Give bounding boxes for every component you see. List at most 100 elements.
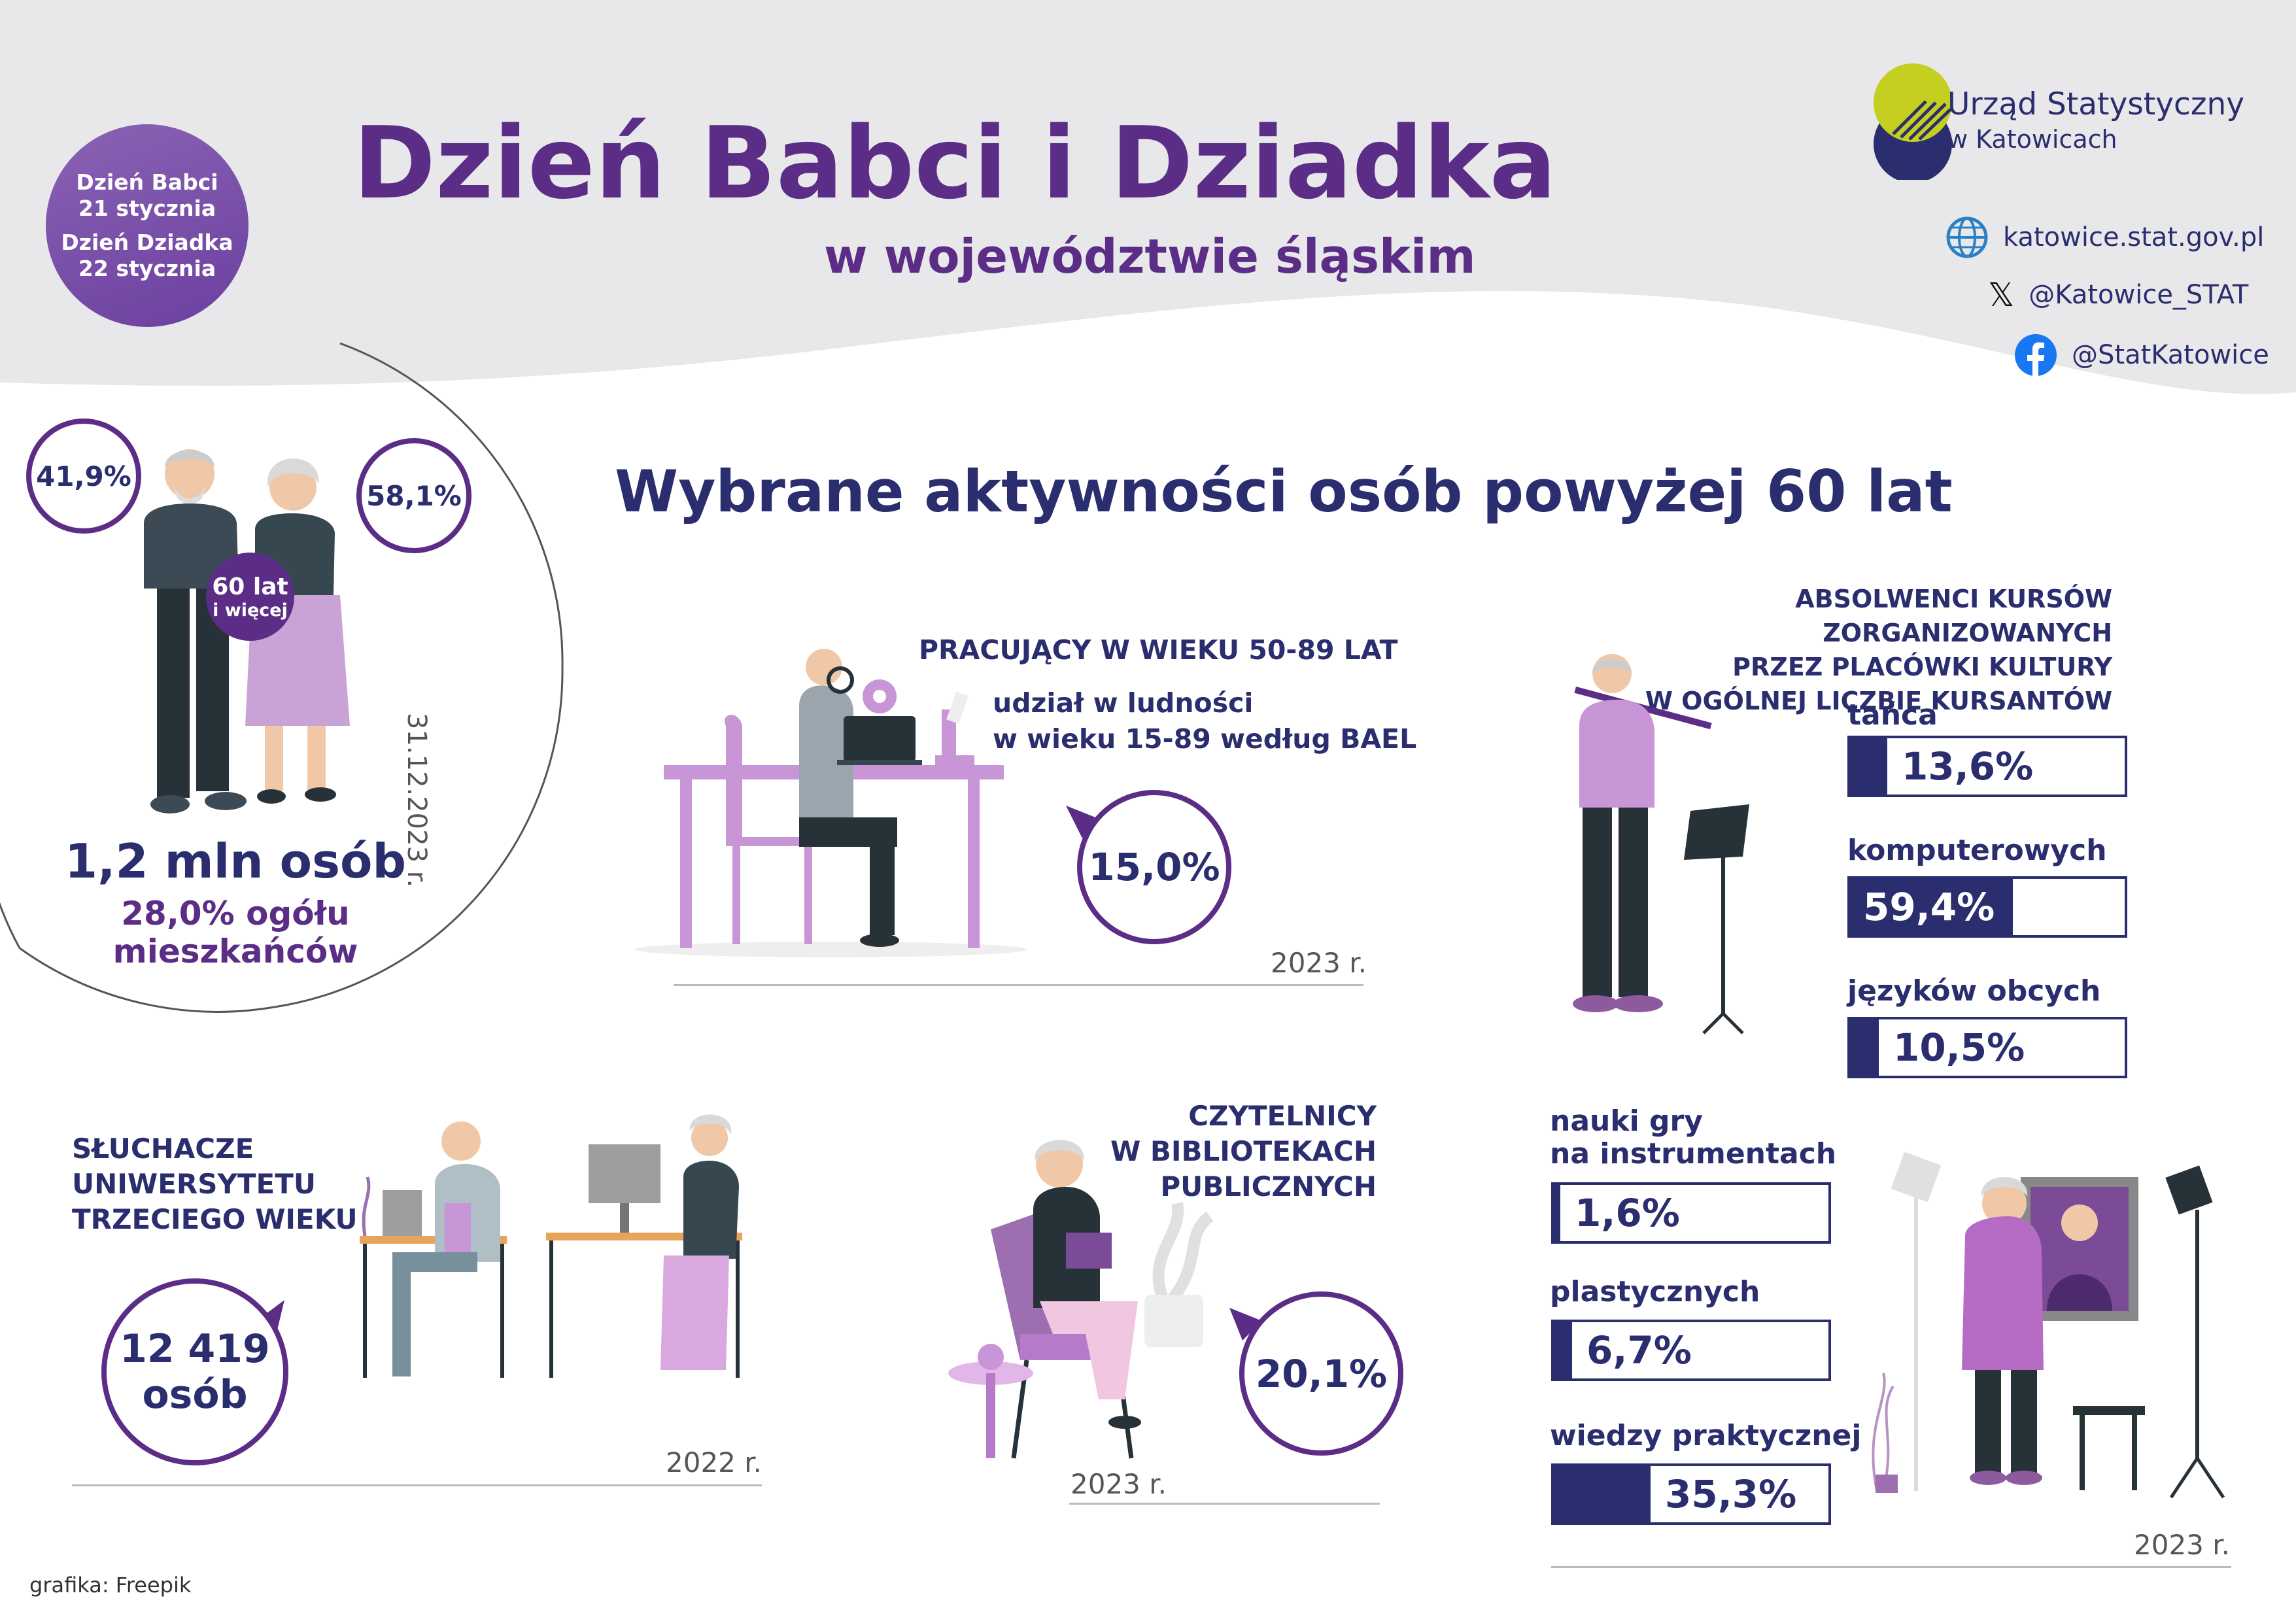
working-value: 15,0% <box>1088 845 1220 889</box>
senior-couple-illustration <box>144 449 350 813</box>
working-year: 2023 r. <box>1271 947 1367 979</box>
course-bar-fill <box>1554 1185 1560 1241</box>
working-senior-illustration <box>634 649 1027 957</box>
globe-icon <box>1946 216 1988 258</box>
readers-year: 2023 r. <box>1071 1468 1167 1500</box>
course-bar-practical: 35,3% <box>1551 1463 1831 1525</box>
university-year: 2022 r. <box>666 1446 762 1478</box>
course-bar-arts: 6,7% <box>1551 1320 1831 1381</box>
org-logo <box>1854 62 1972 183</box>
course-bar-computer: 59,4% <box>1847 876 2127 938</box>
readers-divider <box>1069 1503 1380 1505</box>
courses-divider <box>1551 1566 2231 1568</box>
university-bubble-tail <box>258 1300 284 1333</box>
org-name: Urząd Statystyczny w Katowicach <box>1947 85 2244 154</box>
population-share: 28,0% ogółu mieszkańców <box>39 895 432 970</box>
course-label-instruments-line-2: na instrumentach <box>1550 1137 1837 1170</box>
course-label-instruments: nauki gry na instrumentach <box>1550 1105 1836 1170</box>
courses-title-line-1: ABSOLWENCI KURSÓW ZORGANIZOWANYCH <box>1795 585 2112 647</box>
population-share-line-2: mieszkańców <box>112 932 358 970</box>
org-name-line-1: Urząd Statystyczny <box>1947 86 2245 122</box>
working-bubble-tail <box>1066 806 1099 838</box>
readers-title-line-2: W BIBLIOTEKACH <box>1110 1135 1377 1167</box>
women-share-bubble: 58,1% <box>356 438 471 553</box>
working-description-line-1: udział w ludności <box>993 687 1254 719</box>
course-value-arts: 6,7% <box>1586 1328 1692 1373</box>
course-value-instruments: 1,6% <box>1575 1191 1680 1235</box>
readers-value: 20,1% <box>1255 1351 1388 1396</box>
website-link[interactable]: katowice.stat.gov.pl <box>1945 216 2264 259</box>
men-share-bubble: 41,9% <box>26 419 141 534</box>
working-value-bubble: 15,0% <box>1077 790 1231 944</box>
courses-title: ABSOLWENCI KURSÓW ZORGANIZOWANYCH PRZEZ … <box>1504 582 2112 718</box>
population-circle-outline <box>0 342 564 1013</box>
population-share-line-1: 28,0% ogółu <box>121 895 350 932</box>
course-bar-fill <box>1554 1466 1651 1522</box>
course-bar-fill <box>1850 879 2013 935</box>
website-text: katowice.stat.gov.pl <box>2003 222 2265 252</box>
org-name-line-2: w Katowicach <box>1947 125 2117 154</box>
logo-icon <box>1874 63 1952 183</box>
badge-line-4: 22 stycznia <box>78 256 216 281</box>
university-title-line-1: SŁUCHACZE <box>72 1133 254 1165</box>
working-title: PRACUJĄCY W WIEKU 50-89 LAT <box>919 634 1398 666</box>
readers-bubble-tail <box>1229 1308 1262 1341</box>
course-value-computer: 59,4% <box>1863 885 1995 929</box>
working-divider <box>674 984 1363 986</box>
women-share-value: 58,1% <box>366 479 462 512</box>
page-title: Dzień Babci i Dziadka <box>353 105 1557 221</box>
painter-illustration <box>1872 1152 2225 1499</box>
university-value-bubble: 12 419 osób <box>101 1278 288 1465</box>
badge-line-2: 21 stycznia <box>78 196 216 221</box>
age-badge: 60 lat i więcej <box>206 553 294 641</box>
working-description-line-2: w wieku 15-89 według BAEL <box>993 723 1417 755</box>
men-share-value: 41,9% <box>36 460 131 492</box>
facebook-handle-text: @StatKatowice <box>2072 340 2269 370</box>
course-label-arts: plastycznych <box>1550 1275 1760 1308</box>
course-label-computer: komputerowych <box>1847 834 2107 867</box>
x-handle-text: @Katowice_STAT <box>2029 280 2249 310</box>
course-bar-dance: 13,6% <box>1847 736 2127 797</box>
facebook-link[interactable]: @StatKatowice <box>2014 333 2269 377</box>
course-bar-languages: 10,5% <box>1847 1017 2127 1078</box>
population-total: 1,2 mln osób <box>65 834 406 889</box>
university-title-line-3: TRZECIEGO WIEKU <box>72 1203 358 1235</box>
population-date: 31.12.2023 r. <box>402 713 432 888</box>
course-label-practical: wiedzy praktycznej <box>1550 1419 1862 1452</box>
university-divider <box>72 1484 762 1486</box>
courses-title-line-3: W OGÓLNEJ LICZBIE KURSANTÓW <box>1645 687 2112 715</box>
course-label-instruments-line-1: nauki gry <box>1550 1104 1703 1138</box>
facebook-icon <box>2015 334 2057 377</box>
students-illustration <box>360 1114 742 1378</box>
course-label-languages: języków obcych <box>1847 974 2101 1008</box>
course-bar-fill <box>1554 1322 1572 1378</box>
course-label-dance: tańca <box>1847 698 1938 732</box>
readers-title-line-1: CZYTELNICY <box>1188 1100 1377 1132</box>
age-badge-line-1: 60 lat <box>212 573 288 600</box>
header-background <box>0 0 2296 394</box>
university-value-line-2: osób <box>142 1372 248 1418</box>
badge-line-1: Dzień Babci <box>76 169 218 195</box>
flutist-illustration <box>1573 654 1749 1034</box>
readers-title: CZYTELNICY W BIBLIOTEKACH PUBLICZNYCH <box>1046 1099 1377 1204</box>
courses-year: 2023 r. <box>2134 1529 2230 1561</box>
readers-value-bubble: 20,1% <box>1239 1291 1403 1456</box>
university-title: SŁUCHACZE UNIWERSYTETU TRZECIEGO WIEKU <box>72 1131 358 1237</box>
course-bar-fill <box>1850 738 1887 794</box>
holiday-dates-badge: Dzień Babci 21 stycznia Dzień Dziadka 22… <box>46 124 248 327</box>
course-value-languages: 10,5% <box>1893 1025 2025 1070</box>
course-bar-fill <box>1850 1019 1879 1076</box>
section-title: Wybrane aktywności osób powyżej 60 lat <box>615 458 1953 525</box>
working-description: udział w ludności w wieku 15-89 według B… <box>993 685 1416 757</box>
age-badge-line-2: i więcej <box>213 600 288 621</box>
page-subtitle: w województwie śląskim <box>824 229 1476 284</box>
courses-title-line-2: PRZEZ PLACÓWKI KULTURY <box>1732 653 2112 681</box>
x-icon: 𝕏 <box>1988 276 2015 314</box>
course-value-practical: 35,3% <box>1665 1472 1797 1516</box>
course-bar-instruments: 1,6% <box>1551 1182 1831 1244</box>
university-title-line-2: UNIWERSYTETU <box>72 1168 316 1200</box>
university-value-line-1: 12 419 <box>120 1326 270 1372</box>
badge-line-3: Dzień Dziadka <box>61 230 233 255</box>
graphics-credit: grafika: Freepik <box>29 1573 192 1597</box>
x-link[interactable]: 𝕏 @Katowice_STAT <box>1988 276 2248 314</box>
